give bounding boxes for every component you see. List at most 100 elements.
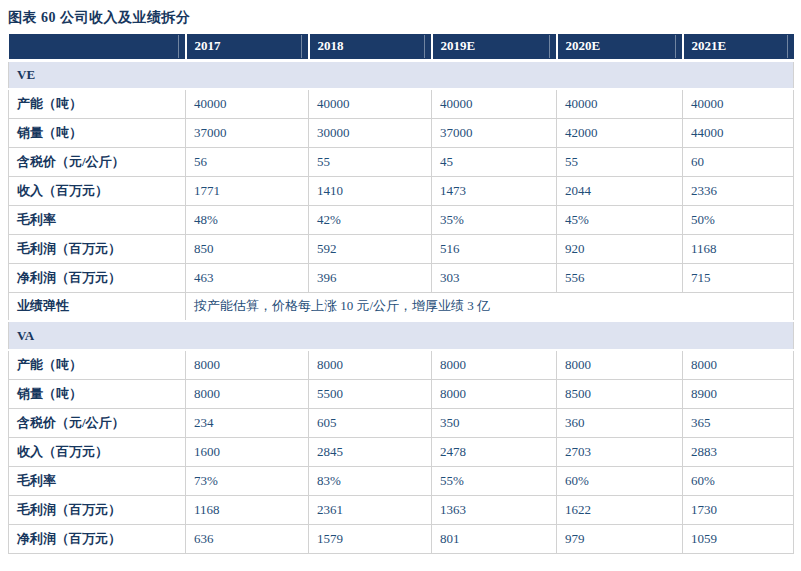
table-header: 2017 2018 2019E 2020E 2021E xyxy=(9,34,794,60)
cell-value: 56 xyxy=(186,147,309,176)
cell-value: 50% xyxy=(683,205,794,234)
table-row: 销量（吨）80005500800085008900 xyxy=(9,379,794,408)
cell-value: 37000 xyxy=(432,118,557,147)
table-row: 净利润（百万元）63615798019791059 xyxy=(9,524,794,553)
cell-value: 5500 xyxy=(309,379,432,408)
cell-value: 1622 xyxy=(557,495,683,524)
header-row: 2017 2018 2019E 2020E 2021E xyxy=(9,34,794,60)
section-row-ve: VE xyxy=(9,60,794,89)
cell-value: 55 xyxy=(309,147,432,176)
table-row: 毛利率48%42%35%45%50% xyxy=(9,205,794,234)
table-row: 销量（吨）3700030000370004200044000 xyxy=(9,118,794,147)
row-label: 含税价（元/公斤） xyxy=(9,408,186,437)
cell-value: 1473 xyxy=(432,176,557,205)
row-label: 业绩弹性 xyxy=(9,292,186,321)
cell-value: 1363 xyxy=(432,495,557,524)
header-cell-2018: 2018 xyxy=(309,34,432,60)
cell-value: 44000 xyxy=(683,118,794,147)
cell-value: 2845 xyxy=(309,437,432,466)
cell-value: 850 xyxy=(186,234,309,263)
cell-value: 48% xyxy=(186,205,309,234)
row-label: 净利润（百万元） xyxy=(9,524,186,553)
cell-value: 60% xyxy=(683,466,794,495)
cell-value: 73% xyxy=(186,466,309,495)
row-label: 净利润（百万元） xyxy=(9,263,186,292)
row-label: 收入（百万元） xyxy=(9,176,186,205)
cell-value: 234 xyxy=(186,408,309,437)
header-cell-2019e: 2019E xyxy=(432,34,557,60)
cell-value: 8500 xyxy=(557,379,683,408)
page: 图表 60 公司收入及业绩拆分 2017 2018 2019E 2020E 20… xyxy=(0,0,801,554)
cell-value: 40000 xyxy=(309,89,432,118)
table-row: 业绩弹性按产能估算，价格每上涨 10 元/公斤，增厚业绩 3 亿 xyxy=(9,292,794,321)
table-row: 含税价（元/公斤）5655455560 xyxy=(9,147,794,176)
cell-value: 556 xyxy=(557,263,683,292)
cell-value: 8000 xyxy=(309,350,432,379)
cell-value: 40000 xyxy=(683,89,794,118)
cell-value: 592 xyxy=(309,234,432,263)
row-label: 销量（吨） xyxy=(9,379,186,408)
cell-value: 8000 xyxy=(683,350,794,379)
section-label: VA xyxy=(9,321,794,350)
cell-value: 303 xyxy=(432,263,557,292)
cell-value: 365 xyxy=(683,408,794,437)
cell-value: 2044 xyxy=(557,176,683,205)
cell-value: 360 xyxy=(557,408,683,437)
cell-value: 605 xyxy=(309,408,432,437)
table-row: 毛利率73%83%55%60%60% xyxy=(9,466,794,495)
table-row: 收入（百万元）16002845247827032883 xyxy=(9,437,794,466)
cell-value: 83% xyxy=(309,466,432,495)
cell-value: 55 xyxy=(557,147,683,176)
cell-value: 2883 xyxy=(683,437,794,466)
cell-value: 636 xyxy=(186,524,309,553)
cell-value: 1579 xyxy=(309,524,432,553)
table-row: 毛利润（百万元）11682361136316221730 xyxy=(9,495,794,524)
cell-value: 45 xyxy=(432,147,557,176)
cell-value: 1730 xyxy=(683,495,794,524)
cell-value: 40000 xyxy=(432,89,557,118)
revenue-breakdown-table: 2017 2018 2019E 2020E 2021E VE产能（吨）40000… xyxy=(8,34,794,554)
cell-value: 979 xyxy=(557,524,683,553)
table-row: 毛利润（百万元）8505925169201168 xyxy=(9,234,794,263)
section-row-va: VA xyxy=(9,321,794,350)
cell-value: 350 xyxy=(432,408,557,437)
cell-value: 1410 xyxy=(309,176,432,205)
table-row: 含税价（元/公斤）234605350360365 xyxy=(9,408,794,437)
cell-value: 2478 xyxy=(432,437,557,466)
exhibit-title: 图表 60 公司收入及业绩拆分 xyxy=(8,9,793,27)
cell-value: 8000 xyxy=(432,350,557,379)
table-row: 产能（吨）4000040000400004000040000 xyxy=(9,89,794,118)
cell-value: 37000 xyxy=(186,118,309,147)
row-label: 产能（吨） xyxy=(9,89,186,118)
cell-value: 2361 xyxy=(309,495,432,524)
cell-value: 55% xyxy=(432,466,557,495)
cell-value: 8000 xyxy=(557,350,683,379)
cell-value: 8000 xyxy=(186,350,309,379)
cell-value: 8900 xyxy=(683,379,794,408)
cell-value: 40000 xyxy=(186,89,309,118)
row-label: 毛利率 xyxy=(9,205,186,234)
table-row: 产能（吨）80008000800080008000 xyxy=(9,350,794,379)
cell-value: 1168 xyxy=(186,495,309,524)
cell-value: 396 xyxy=(309,263,432,292)
header-cell-2021e: 2021E xyxy=(683,34,794,60)
cell-value: 1168 xyxy=(683,234,794,263)
table-row: 收入（百万元）17711410147320442336 xyxy=(9,176,794,205)
cell-value: 8000 xyxy=(432,379,557,408)
cell-value: 801 xyxy=(432,524,557,553)
cell-value: 1600 xyxy=(186,437,309,466)
row-label: 销量（吨） xyxy=(9,118,186,147)
cell-value: 60% xyxy=(557,466,683,495)
table-body: VE产能（吨）4000040000400004000040000销量（吨）370… xyxy=(9,60,794,553)
row-label: 毛利率 xyxy=(9,466,186,495)
cell-value: 463 xyxy=(186,263,309,292)
cell-value: 2703 xyxy=(557,437,683,466)
header-cell-2017: 2017 xyxy=(186,34,309,60)
row-label: 含税价（元/公斤） xyxy=(9,147,186,176)
cell-value: 42000 xyxy=(557,118,683,147)
cell-value: 715 xyxy=(683,263,794,292)
header-cell-blank xyxy=(9,34,186,60)
cell-value: 8000 xyxy=(186,379,309,408)
row-label: 收入（百万元） xyxy=(9,437,186,466)
cell-value: 35% xyxy=(432,205,557,234)
